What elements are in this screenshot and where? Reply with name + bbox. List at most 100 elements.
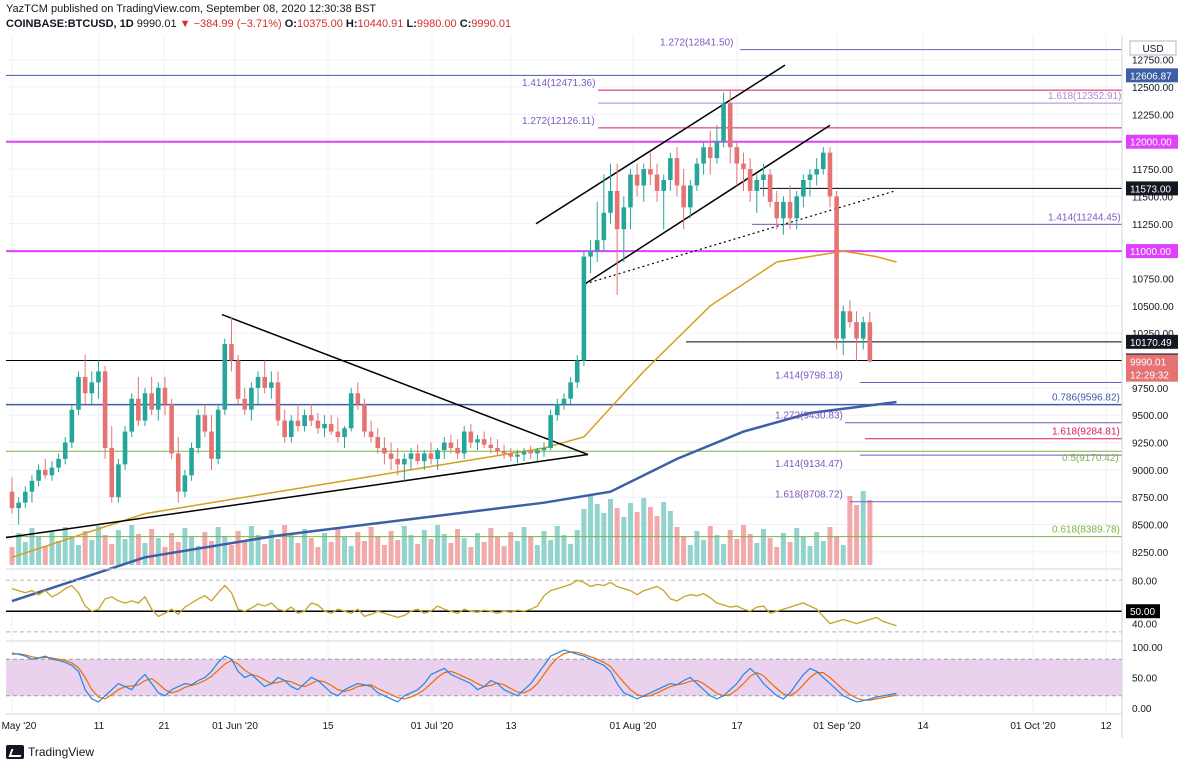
candle-body — [402, 458, 407, 465]
price-tag — [1126, 334, 1178, 349]
price-tag-label: 10170.49 — [1130, 338, 1172, 349]
fib-label: 1.272(12126.11) — [522, 116, 595, 127]
volume-bar — [475, 533, 480, 565]
candle — [302, 409, 307, 432]
volume-bar — [767, 538, 773, 565]
close-value: 9990.01 — [471, 18, 512, 30]
volume-bar — [468, 547, 474, 565]
price-tick-label: 9500.00 — [1132, 411, 1169, 422]
volume-bar — [255, 535, 261, 565]
candle-body — [375, 437, 381, 448]
volume-bar — [588, 495, 594, 565]
volume-bar — [361, 541, 367, 565]
candle-body — [289, 420, 294, 438]
volume-bar — [295, 543, 301, 565]
candle — [801, 174, 806, 208]
x-tick-label: 01 Oct '20 — [1010, 721, 1056, 732]
candle-body — [368, 431, 374, 438]
candle-body — [668, 158, 673, 180]
price-tick-label: 11500.00 — [1132, 192, 1173, 203]
candle — [122, 426, 128, 470]
candle-body — [807, 174, 813, 180]
volume-bar — [694, 531, 700, 565]
tradingview-logo-text: TradingView — [28, 745, 95, 759]
candle — [116, 458, 121, 503]
candle-body — [255, 376, 261, 388]
volume-bar — [594, 504, 600, 565]
fib-label: 0.786(9596.82) — [1052, 393, 1120, 404]
candle-body — [594, 240, 600, 252]
candle — [23, 486, 28, 509]
candle — [69, 404, 75, 448]
candle — [694, 158, 700, 191]
candle — [561, 393, 567, 410]
volume-bar — [800, 537, 806, 565]
volume-bar — [302, 529, 308, 565]
candle — [229, 316, 234, 372]
open-value: 10375.00 — [296, 18, 343, 30]
candle-body — [408, 453, 414, 459]
volume-bar — [654, 516, 660, 565]
candle — [541, 442, 547, 457]
volume-bar — [275, 539, 281, 565]
candle-body — [634, 174, 640, 186]
candle-body — [215, 409, 221, 459]
candle — [701, 141, 706, 175]
candle-body — [122, 431, 128, 465]
tradingview-logo-icon — [6, 745, 24, 759]
low-label: L: — [406, 18, 417, 30]
candle-body — [362, 404, 367, 432]
stoch-k-line — [11, 649, 897, 703]
rsi-tick-label: 40.00 — [1132, 620, 1157, 631]
candle — [209, 415, 214, 470]
volume-bar — [681, 536, 687, 565]
candle — [588, 240, 593, 273]
tradingview-logo[interactable]: TradingView — [6, 745, 94, 759]
candle — [375, 428, 381, 454]
candle — [641, 163, 647, 202]
candle — [787, 185, 793, 230]
candle — [594, 201, 600, 263]
volume-bar — [508, 532, 514, 565]
x-tick-label: 15 — [322, 721, 334, 732]
candle-body — [621, 207, 627, 230]
volume-bar — [182, 528, 188, 565]
candle-body — [614, 190, 620, 230]
volume-bar — [262, 544, 268, 565]
candle-body — [727, 103, 733, 148]
volume-bar — [421, 530, 427, 565]
volume-bar — [268, 530, 274, 565]
volume-bar — [860, 491, 866, 565]
candle — [56, 453, 61, 473]
candle-body — [734, 147, 740, 164]
volume-bar — [854, 505, 860, 565]
candle — [169, 398, 174, 459]
candle — [16, 497, 21, 525]
price-tick-label: 11750.00 — [1132, 165, 1173, 176]
candle-body — [116, 464, 121, 498]
candle — [275, 371, 281, 427]
candle-body — [448, 442, 454, 448]
candle — [455, 439, 460, 459]
candle-body — [488, 444, 494, 448]
close-label: C: — [459, 18, 472, 30]
volume-bar — [754, 543, 760, 565]
candle — [36, 464, 41, 487]
ma50-line — [11, 250, 897, 559]
candle-body — [335, 431, 341, 438]
candle — [668, 152, 673, 191]
candle — [368, 420, 374, 443]
candle-body — [149, 393, 154, 410]
volume-bar — [727, 530, 733, 565]
candle — [781, 196, 786, 235]
volume-bar — [814, 532, 820, 565]
volume-bar — [774, 547, 780, 565]
candle-body — [747, 169, 753, 191]
fib-label: 1.272(12841.50) — [660, 38, 733, 49]
volume-bar — [847, 496, 853, 565]
candle — [189, 442, 194, 481]
volume-bar — [342, 537, 347, 565]
candle-body — [535, 450, 540, 454]
x-tick-label: 01 Sep '20 — [813, 721, 861, 732]
